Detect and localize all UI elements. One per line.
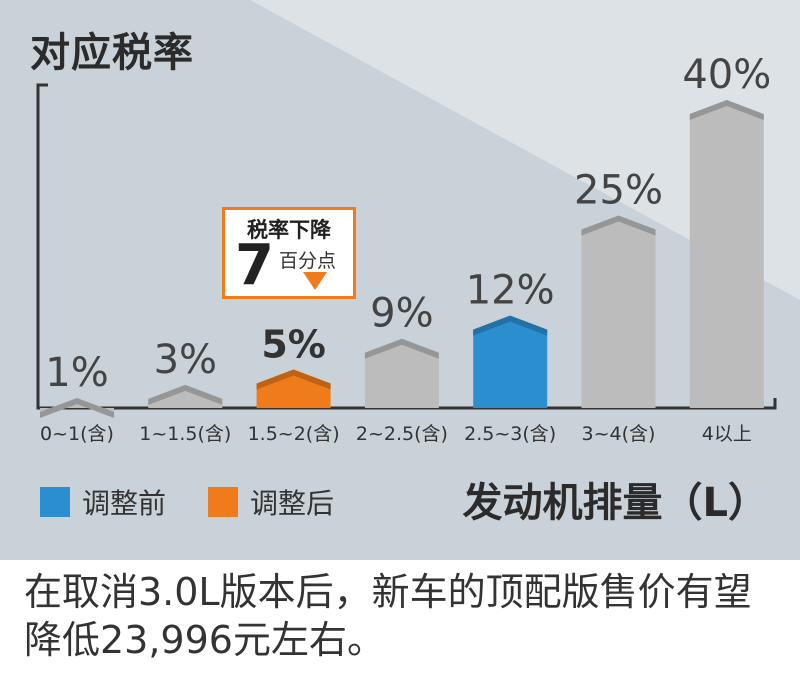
- bar-chart: 1% 0~1(含) 3% 1~1.5(含) 5% 1.5~2(含) 9% 2~2.5(含) 12…: [36, 52, 777, 445]
- x-tick-label: 1~1.5(含): [139, 423, 231, 445]
- legend-swatch-after: [208, 487, 238, 517]
- bar-body: [689, 100, 764, 408]
- callout-unit: 百分点: [279, 250, 337, 272]
- callout-number: 7: [235, 233, 274, 298]
- bar-cap: [364, 338, 439, 359]
- rate-drop-callout: 税率下降 7 百分点: [222, 207, 356, 299]
- bar-body: [40, 398, 114, 412]
- x-tick-label: 3~4(含): [582, 423, 656, 445]
- bar-cap: [689, 100, 764, 120]
- value-label: 40%: [682, 52, 771, 98]
- background-shape: [250, 0, 800, 300]
- callout-title: 税率下降: [247, 218, 331, 242]
- footer-caption: 在取消3.0L版本后，新车的顶配版售价有望降低23,996元左右。: [0, 560, 800, 679]
- bar-body: [364, 338, 439, 408]
- footer-text: 在取消3.0L版本后，新车的顶配版售价有望降低23,996元左右。: [24, 570, 752, 662]
- down-triangle-icon: [303, 272, 327, 290]
- bar-cap: [148, 384, 223, 405]
- legend-label-before: 调整前: [82, 487, 167, 520]
- bar-cap: [256, 369, 331, 390]
- bar-cap: [473, 315, 548, 336]
- value-label: 3%: [154, 337, 217, 383]
- value-label: 25%: [574, 168, 663, 214]
- bar-7: [689, 100, 764, 408]
- x-tick-label: 2~2.5(含): [356, 423, 448, 445]
- legend-before: 调整前: [40, 482, 166, 522]
- axes-frame: [36, 83, 777, 410]
- x-tick-label: 1.5~2(含): [248, 423, 340, 445]
- x-axis-title: 发动机排量（L）: [462, 480, 769, 526]
- bar-4: [364, 338, 439, 408]
- value-label: 5%: [261, 323, 326, 367]
- bar-3: [256, 369, 331, 408]
- value-label: 9%: [370, 291, 433, 337]
- bar-body: [148, 384, 223, 408]
- bar-cap: [40, 398, 114, 418]
- legend-after: 调整后: [208, 482, 334, 522]
- x-tick-label: 0~1(含): [40, 423, 114, 445]
- chart-title: 对应税率: [30, 30, 194, 76]
- bar-body: [581, 215, 656, 408]
- value-label: 1%: [45, 350, 108, 396]
- bar-2: [148, 384, 223, 408]
- bar-body: [473, 315, 548, 408]
- bar-1: [40, 398, 114, 418]
- legend-label-after: 调整后: [250, 487, 335, 520]
- value-label: 12%: [466, 268, 555, 314]
- bar-6: [581, 215, 656, 408]
- x-tick-label: 2.5~3(含): [464, 423, 556, 445]
- x-tick-label: 4以上: [702, 423, 752, 445]
- legend-swatch-before: [40, 487, 70, 517]
- bar-5: [473, 315, 548, 408]
- bar-cap: [581, 215, 656, 236]
